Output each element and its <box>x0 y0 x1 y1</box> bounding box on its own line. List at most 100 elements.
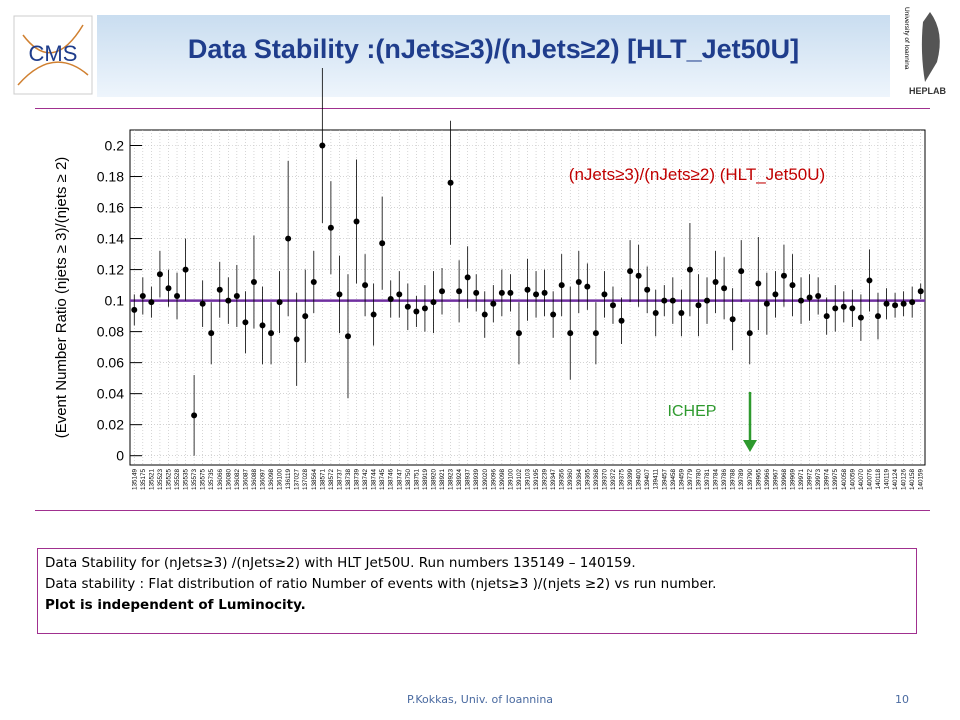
data-point <box>601 291 608 298</box>
x-tick-label: 139195 <box>533 469 540 491</box>
y-tick-label: 0 <box>116 448 124 464</box>
data-point <box>233 292 240 299</box>
data-point <box>302 313 309 320</box>
data-point <box>618 317 625 324</box>
data-point <box>661 297 668 304</box>
x-tick-label: 138564 <box>311 469 318 491</box>
x-tick-label: 136066 <box>217 469 224 491</box>
y-tick-label: 0.12 <box>97 262 124 278</box>
x-tick-label: 139103 <box>525 469 532 491</box>
x-tick-label: 135523 <box>157 469 164 491</box>
x-tick-label: 136119 <box>285 469 292 490</box>
x-tick-label: 135521 <box>148 469 155 491</box>
x-tick-label: 135175 <box>140 469 147 491</box>
data-point <box>336 291 343 298</box>
data-point <box>840 303 847 310</box>
data-point <box>712 278 719 285</box>
data-point <box>139 292 146 299</box>
x-tick-label: 140159 <box>918 469 925 491</box>
data-point <box>798 297 805 304</box>
data-point <box>259 322 266 329</box>
x-tick-label: 135525 <box>165 469 172 491</box>
x-tick-label: 136097 <box>260 469 267 491</box>
x-tick-label: 137028 <box>302 469 309 491</box>
x-tick-label: 135573 <box>191 469 198 491</box>
data-point <box>481 311 488 318</box>
x-tick-label: 138920 <box>430 469 437 491</box>
data-point <box>789 282 796 289</box>
x-tick-label: 139972 <box>807 469 814 491</box>
caption-box: Data Stability for (nJets≥3) /(nJets≥2) … <box>37 548 917 634</box>
x-tick-label: 139784 <box>713 469 720 491</box>
y-tick-label: 0.2 <box>105 138 125 154</box>
data-point <box>165 285 172 292</box>
x-tick-label: 140059 <box>849 469 856 491</box>
divider <box>35 108 930 109</box>
x-tick-label: 139102 <box>516 469 523 491</box>
x-tick-label: 136088 <box>251 469 258 491</box>
title-banner <box>97 15 890 97</box>
x-tick-label: 139786 <box>721 469 728 491</box>
x-tick-label: 139368 <box>593 469 600 491</box>
x-tick-label: 139458 <box>670 469 677 491</box>
data-point <box>191 412 198 419</box>
data-point <box>917 288 924 295</box>
data-point <box>832 305 839 312</box>
x-tick-label: 136087 <box>242 469 249 491</box>
x-tick-label: 136080 <box>225 469 232 491</box>
x-tick-label: 139975 <box>832 469 839 491</box>
data-point <box>874 313 881 320</box>
logo-lab: HEPLAB <box>909 86 947 96</box>
x-tick-label: 139790 <box>747 469 754 491</box>
x-tick-label: 139779 <box>687 469 694 491</box>
x-tick-label: 135535 <box>183 469 190 491</box>
data-point <box>285 235 292 242</box>
data-point <box>464 274 471 281</box>
x-tick-label: 136100 <box>277 469 284 491</box>
data-point <box>541 289 548 296</box>
data-point <box>344 333 351 340</box>
data-point <box>592 330 599 337</box>
data-point <box>421 305 428 312</box>
data-point <box>439 288 446 295</box>
data-point <box>635 272 642 279</box>
data-point <box>558 282 565 289</box>
data-point <box>721 285 728 292</box>
x-tick-label: 139966 <box>764 469 771 491</box>
data-point <box>627 268 634 275</box>
data-point <box>362 282 369 289</box>
data-point <box>686 266 693 273</box>
x-tick-label: 139239 <box>542 469 549 491</box>
data-point <box>319 142 326 149</box>
cms-logo: CMS <box>13 15 93 95</box>
x-tick-label: 138750 <box>405 469 412 491</box>
legend-text: (nJets≥3)/(nJets≥2) (HLT_Jet50U) <box>569 165 825 184</box>
data-point <box>276 299 283 306</box>
data-point <box>182 266 189 273</box>
x-tick-label: 138738 <box>345 469 352 491</box>
x-tick-label: 139370 <box>601 469 608 491</box>
data-point <box>199 300 206 307</box>
y-tick-label: 0.14 <box>97 231 124 247</box>
x-tick-label: 138744 <box>371 469 378 491</box>
x-tick-label: 140126 <box>901 469 908 491</box>
caption-line: Data Stability for (nJets≥3) /(nJets≥2) … <box>45 555 636 571</box>
x-tick-label: 139971 <box>798 469 805 491</box>
x-tick-label: 139969 <box>790 469 797 491</box>
data-point <box>567 330 574 337</box>
x-tick-label: 135149 <box>131 469 138 491</box>
x-tick-label: 139364 <box>576 469 583 491</box>
x-tick-label: 140118 <box>875 469 882 490</box>
data-point <box>524 286 531 293</box>
divider <box>35 510 930 511</box>
x-tick-label: 139965 <box>755 469 762 491</box>
data-point <box>515 330 522 337</box>
data-point <box>413 308 420 315</box>
x-tick-label: 139096 <box>490 469 497 491</box>
x-tick-label: 138742 <box>362 469 369 491</box>
x-tick-label: 139968 <box>781 469 788 491</box>
caption-line: Data stability : Flat distribution of ra… <box>45 576 717 592</box>
data-point <box>738 268 745 275</box>
data-point <box>550 311 557 318</box>
x-tick-label: 138919 <box>422 469 429 491</box>
